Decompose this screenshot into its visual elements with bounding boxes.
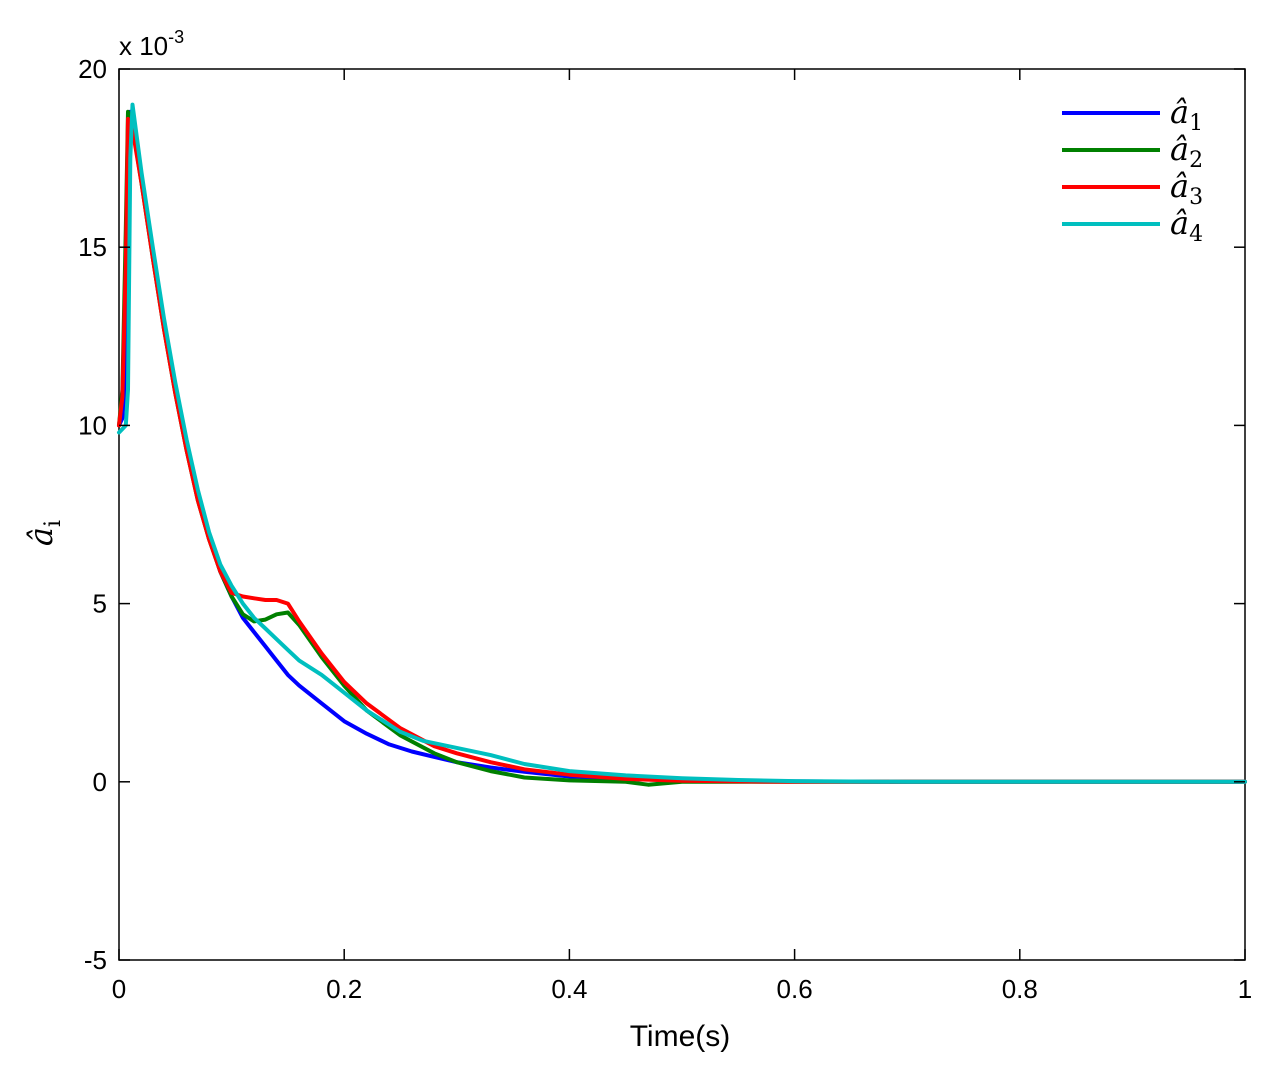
y-tick-label: 5 [93,589,107,619]
y-tick-label: 0 [93,767,107,797]
plot-area [117,68,1247,961]
legend-label-3: â3 [1170,167,1203,210]
x-axis-label: Time(s) [630,1020,731,1053]
legend-label-2: â2 [1170,130,1203,173]
legend-label-4: â4 [1170,204,1203,247]
series-layer [117,102,1247,787]
y-axis-label-sub: i [41,520,66,527]
tick-layer [118,68,1246,961]
y-exponent-power: -3 [168,27,184,47]
svg-text:âi: âi [22,520,66,546]
x-tick-label: 1 [1238,974,1252,1004]
y-axis-label: âi [22,520,66,546]
x-tick-labels: 0 0.2 0.4 0.6 0.8 1 [112,974,1252,1004]
x-tick-label: 0.2 [326,974,362,1004]
y-tick-label: -5 [84,945,107,975]
y-exponent-label: x 10-3 [119,27,184,61]
x-tick-label: 0.4 [551,974,587,1004]
y-axis-label-base: â [22,527,60,546]
x-tick-label: 0 [112,974,126,1004]
y-tick-label: 15 [78,232,107,262]
plot-frame [118,68,1246,961]
y-exponent-base: x 10 [119,31,168,61]
x-tick-label: 0.8 [1002,974,1038,1004]
y-tick-labels: -5 0 5 10 15 20 [78,54,107,975]
series-line-4 [117,102,1247,784]
y-tick-label: 20 [78,54,107,84]
x-tick-label: 0.6 [777,974,813,1004]
legend-label-1: â1 [1170,93,1203,136]
y-tick-label: 10 [78,410,107,440]
